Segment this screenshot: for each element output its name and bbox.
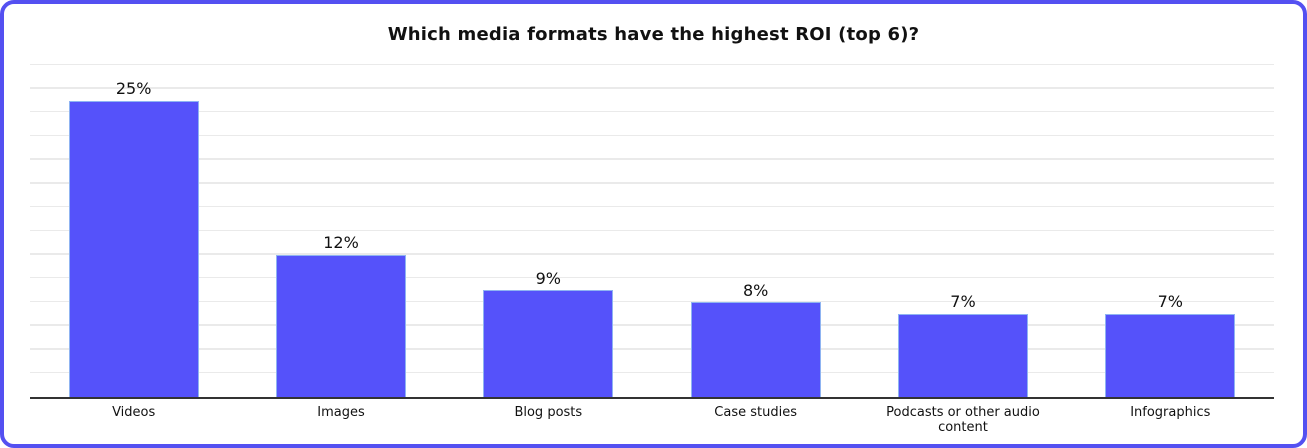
x-axis-label-blog-posts: Blog posts <box>514 405 583 420</box>
x-axis-line <box>30 397 1274 399</box>
x-axis-label-case-studies: Case studies <box>714 405 797 420</box>
bar-group-images: 12% <box>237 65 444 397</box>
bar-podcasts <box>897 314 1028 397</box>
gridline <box>30 348 1274 350</box>
plot-area: 25% 12% 9% 8% 7% 7% <box>30 63 1274 399</box>
bar-value-label: 7% <box>950 292 976 312</box>
bar-images <box>275 254 406 397</box>
bar-group-case-studies: 8% <box>652 65 859 397</box>
gridline <box>30 158 1274 160</box>
x-axis-label-images: Images <box>317 405 365 420</box>
gridline <box>30 182 1274 184</box>
chart-title: Which media formats have the highest ROI… <box>387 24 920 45</box>
gridline <box>30 63 1274 65</box>
gridline <box>30 229 1274 231</box>
gridline <box>30 87 1274 89</box>
gridline <box>30 371 1274 374</box>
bar-value-label: 8% <box>742 280 769 300</box>
gridline <box>30 253 1274 255</box>
bar-value-label: 9% <box>535 268 562 288</box>
bar-value-label: 25% <box>115 78 152 98</box>
bar-series: 25% 12% 9% 8% 7% 7% <box>30 65 1274 397</box>
gridline <box>30 324 1274 326</box>
bar-value-label: 12% <box>323 233 359 253</box>
bar-value-label: 7% <box>1157 292 1183 312</box>
x-axis-labels: Videos Images Blog posts Case studies Po… <box>30 405 1274 435</box>
gridlines <box>30 63 1274 397</box>
bar-infographics <box>1105 314 1236 397</box>
x-axis-label-podcasts: Podcasts or other audio content <box>886 405 1040 435</box>
bar-group-blog-posts: 9% <box>445 65 652 397</box>
x-axis-label-infographics: Infographics <box>1130 405 1211 420</box>
x-axis-label-videos: Videos <box>112 405 156 420</box>
gridline <box>30 110 1274 113</box>
gridline <box>30 134 1274 137</box>
bar-group-infographics: 7% <box>1067 65 1274 397</box>
bar-group-podcasts: 7% <box>859 65 1066 397</box>
bar-group-videos: 25% <box>30 65 237 397</box>
bar-videos <box>68 100 199 397</box>
gridline <box>30 300 1274 303</box>
gridline <box>30 205 1274 208</box>
bar-blog-posts <box>483 290 614 397</box>
gridline <box>30 276 1274 279</box>
bar-case-studies <box>690 302 821 397</box>
